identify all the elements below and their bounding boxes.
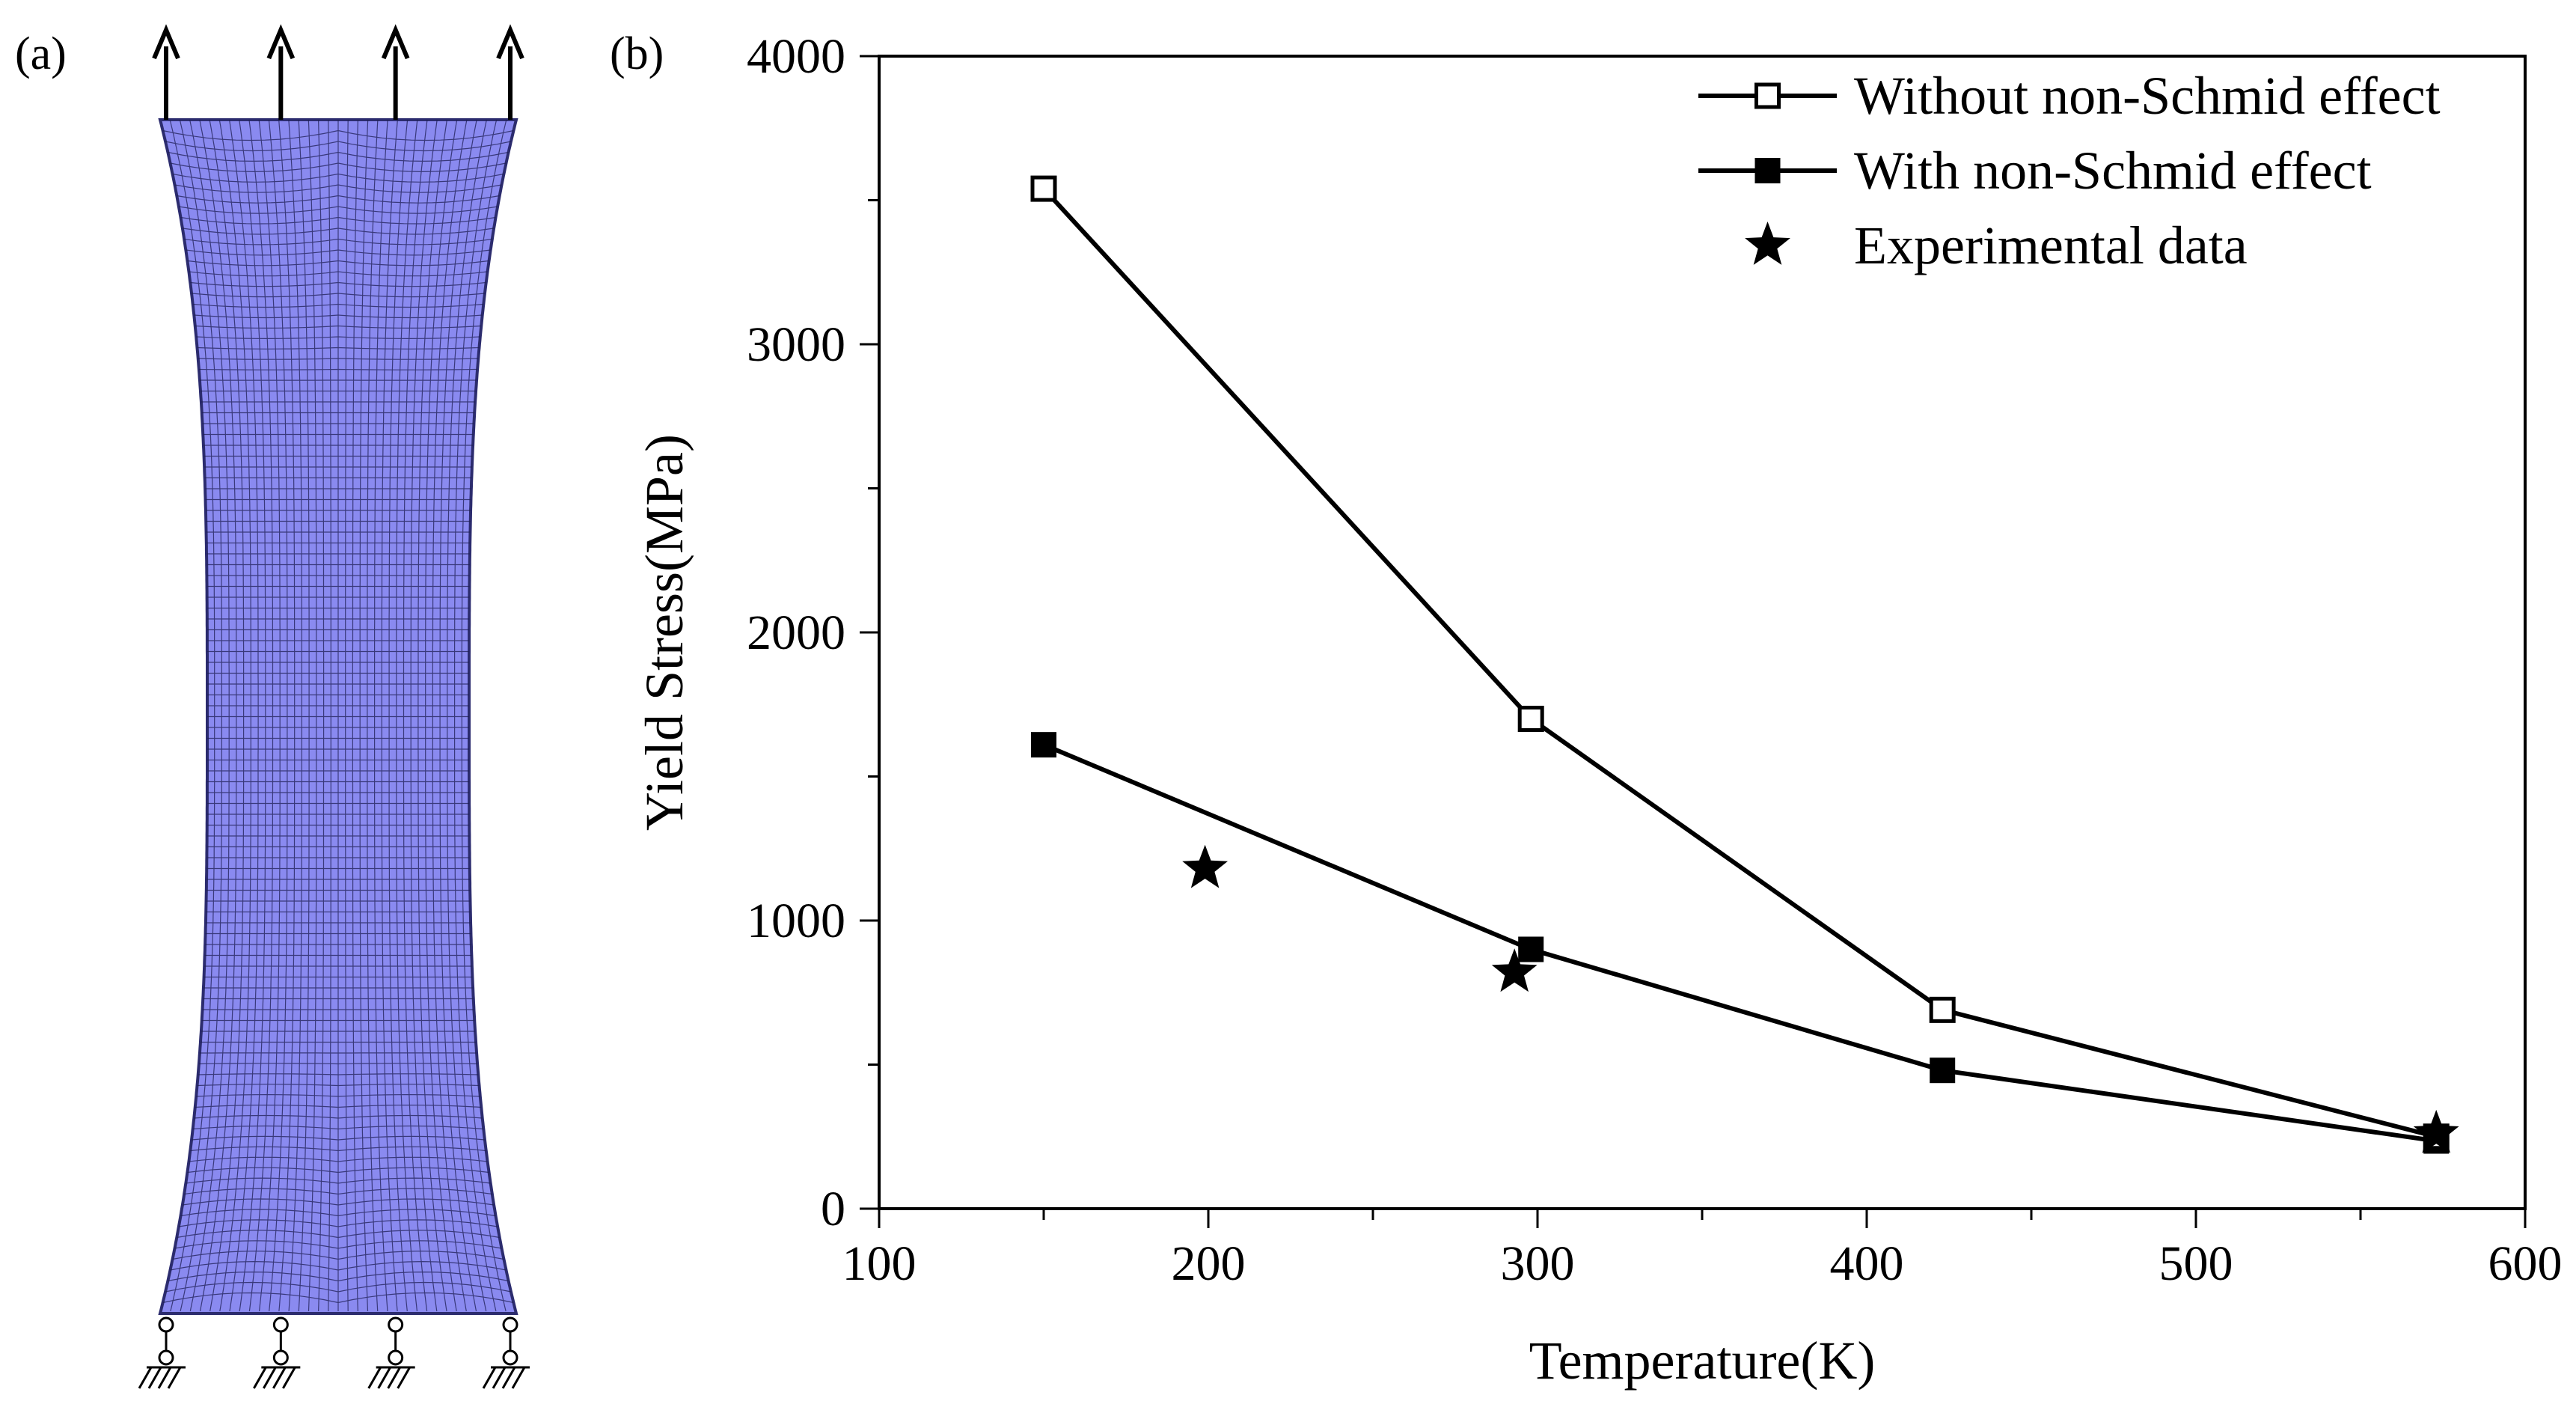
- legend-label: With non-Schmid effect: [1854, 141, 2372, 201]
- data-point: [1517, 706, 1544, 732]
- data-point: [2413, 1109, 2459, 1153]
- legend-marker: [1754, 158, 1781, 183]
- legend-label: Without non-Schmid effect: [1854, 66, 2441, 126]
- panel-b-label: (b): [610, 28, 664, 79]
- load-arrow: [496, 24, 524, 120]
- specimen-mesh: [158, 118, 518, 1315]
- legend-item: Without non-Schmid effect: [1698, 66, 2441, 126]
- plot-frame: [878, 55, 2527, 1210]
- load-arrows: [152, 24, 524, 120]
- support-pin: [253, 1316, 301, 1389]
- data-point: [1182, 844, 1228, 888]
- support-pin: [138, 1316, 186, 1389]
- panel-a-label: (a): [15, 28, 67, 79]
- data-point: [1491, 948, 1538, 992]
- legend-marker: [1754, 82, 1781, 109]
- support-pin: [367, 1316, 415, 1389]
- x-tick-label: 400: [1830, 1236, 1904, 1291]
- data-point: [1030, 175, 1057, 202]
- series-line: [1042, 742, 2437, 1144]
- series-2: [1182, 844, 2459, 1153]
- series-1: [1031, 732, 2450, 1154]
- panel-b-chart: (b) 100 200 300 400 500 60001000200030004000 …: [610, 28, 2563, 1391]
- y-tick-label: 4000: [747, 29, 845, 84]
- boundary-supports: [138, 1316, 530, 1389]
- x-tick-label: 600: [2488, 1236, 2563, 1291]
- legend-item: Experimental data: [1745, 216, 2248, 275]
- legend-item: With non-Schmid effect: [1698, 141, 2372, 201]
- y-tick-label: 0: [821, 1182, 845, 1236]
- x-axis-title: Temperature(K): [1529, 1331, 1876, 1391]
- load-arrow: [152, 24, 180, 120]
- load-arrow: [381, 24, 410, 120]
- y-tick-label: 1000: [747, 894, 845, 948]
- data-point: [1518, 936, 1544, 962]
- data-point: [1031, 732, 1056, 758]
- tick-labels: 100 200 300 400 500 600 0 1000 2000 3000 4000: [747, 29, 2563, 1291]
- data-point: [1930, 1058, 1956, 1084]
- series-line: [1041, 187, 2437, 1139]
- series-layer: [1030, 175, 2459, 1154]
- support-pin: [482, 1316, 530, 1389]
- legend-marker: [1745, 222, 1790, 265]
- panel-a-specimen: (a): [15, 24, 530, 1389]
- axis-ticks: [860, 55, 2527, 1228]
- y-axis-title: Yield Stress(MPa): [634, 434, 694, 831]
- load-arrow: [266, 24, 296, 120]
- series-0: [1030, 175, 2450, 1150]
- data-point: [1929, 996, 1956, 1023]
- x-tick-label: 100: [842, 1236, 917, 1291]
- y-tick-label: 3000: [747, 317, 845, 372]
- legend: Without non-Schmid effect With non-Schmid…: [1698, 66, 2441, 275]
- x-tick-label: 500: [2159, 1236, 2233, 1291]
- legend-label: Experimental data: [1854, 216, 2248, 275]
- x-tick-label: 300: [1501, 1236, 1575, 1291]
- x-tick-label: 200: [1172, 1236, 1246, 1291]
- y-tick-label: 2000: [747, 605, 845, 660]
